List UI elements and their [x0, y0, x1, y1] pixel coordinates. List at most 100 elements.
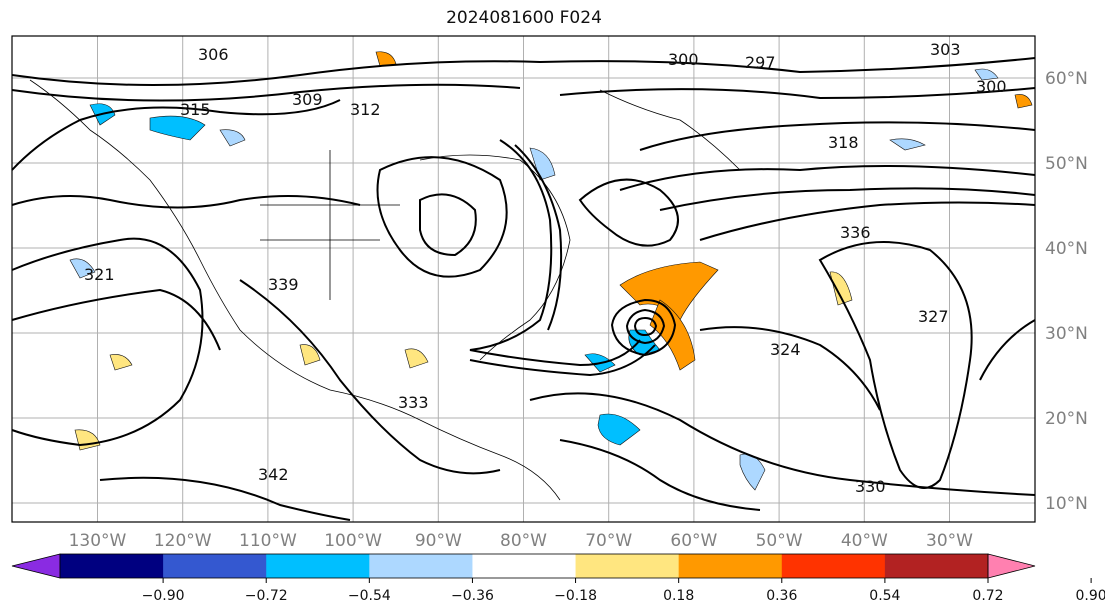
contour-line: [529, 392, 1036, 496]
colorbar-tick-label: 0.54: [869, 588, 900, 604]
colorbar-segment: [884, 554, 989, 578]
colorbar-segment: [472, 554, 577, 578]
contour-line: [419, 193, 477, 257]
contour-line: [699, 201, 1036, 241]
contour-line: [578, 178, 679, 247]
contour-line: [11, 288, 221, 351]
political-boundary: [260, 150, 400, 300]
longitude-label: 40°W: [841, 531, 888, 551]
latitude-label: 30°N: [1045, 324, 1088, 344]
colorbar-extend-low: [11, 553, 61, 579]
negative-anomaly-patch: [597, 413, 641, 446]
map-frame: [11, 35, 1036, 523]
contour-label: 303: [930, 40, 961, 59]
colorbar-segment: [575, 554, 680, 578]
contour-label: 297: [745, 53, 776, 72]
contour-label: 300: [976, 77, 1007, 96]
contour-line: [469, 139, 641, 367]
negative-anomaly-patch: [69, 258, 96, 279]
coastline: [29, 79, 561, 501]
negative-anomaly-patch: [529, 147, 556, 181]
longitude-label: 90°W: [415, 531, 462, 551]
contour-line: [699, 326, 881, 411]
contour-label: 339: [268, 275, 299, 294]
contour-line: [11, 83, 521, 102]
contour-label: 309: [292, 90, 323, 109]
graticule-grid: [12, 36, 1035, 522]
negative-anomaly-patch: [974, 68, 999, 81]
contour-line: [610, 298, 677, 357]
colorbar-segment: [369, 554, 473, 578]
contour-label: 333: [398, 393, 429, 412]
positive-anomaly-patch: [109, 354, 133, 371]
contour-line: [514, 144, 563, 331]
positive-anomaly-patch: [829, 271, 853, 306]
colorbar-segment: [163, 554, 267, 578]
contour-line: [11, 195, 361, 209]
positive-anomaly-patch: [404, 348, 429, 369]
contour-line: [11, 99, 341, 171]
colorbar-tick-label: −0.54: [348, 588, 391, 604]
coastline: [599, 89, 741, 171]
longitude-label: 60°W: [670, 531, 717, 551]
colorbar-tick-label: −0.90: [142, 588, 185, 604]
longitude-label: 30°W: [926, 531, 973, 551]
contour-label: 327: [918, 307, 949, 326]
contour-line: [99, 476, 351, 521]
contour-line: [979, 319, 1036, 381]
contour-label: 336: [840, 223, 871, 242]
latitude-label: 60°N: [1045, 69, 1088, 89]
contour-line: [818, 241, 973, 489]
negative-anomaly-patch: [149, 115, 206, 141]
contour-line: [469, 344, 656, 377]
contour-label: 315: [180, 100, 211, 119]
longitude-label: 120°W: [154, 531, 212, 551]
colorbar-tick-label: −0.72: [245, 588, 288, 604]
longitude-label: 130°W: [69, 531, 127, 551]
latitude-label: 20°N: [1045, 409, 1088, 429]
contour-labels: 306 300 297 303 300 309 312 315 318 321 …: [84, 40, 1007, 496]
colorbar-segment: [781, 554, 886, 578]
colorbar-tick-label: 0.72: [972, 588, 1003, 604]
negative-anomaly-patch: [889, 138, 926, 151]
colorbar: −0.90 −0.72 −0.54 −0.36 −0.18 0.18 0.36 0.54 0.7…: [11, 553, 1105, 604]
longitude-label: 70°W: [585, 531, 632, 551]
contour-label: 312: [350, 100, 381, 119]
latitude-label: 50°N: [1045, 154, 1088, 174]
contour-label: 300: [668, 50, 699, 69]
contour-line: [376, 156, 508, 278]
contour-label: 306: [198, 45, 229, 64]
contour-line: [633, 316, 658, 337]
latitude-label: 10°N: [1045, 494, 1088, 514]
coastline: [419, 154, 571, 361]
contour-line: [625, 308, 666, 345]
colorbar-segment: [678, 554, 783, 578]
colorbar-segment: [60, 554, 164, 578]
contour-label: 324: [770, 340, 801, 359]
latitude-label: 40°N: [1045, 239, 1088, 259]
contour-label: 318: [828, 133, 859, 152]
colorbar-tick-label: −0.18: [554, 588, 597, 604]
longitude-label: 100°W: [324, 531, 382, 551]
contour-line: [11, 237, 204, 447]
longitude-label: 110°W: [239, 531, 297, 551]
contour-line: [619, 165, 1036, 191]
colorbar-extend-high: [987, 553, 1036, 579]
contour-line: [639, 121, 1036, 151]
longitude-label: 80°W: [500, 531, 547, 551]
contour-line: [11, 57, 1036, 86]
contour-line: [559, 87, 1036, 100]
colorbar-segment: [266, 554, 370, 578]
contour-lines: [11, 57, 1036, 521]
contour-label: 342: [258, 465, 289, 484]
positive-anomaly-patch: [1014, 94, 1033, 109]
contour-label: 330: [855, 477, 886, 496]
contour-line: [239, 279, 501, 475]
colorbar-tick-label: 0.90: [1076, 588, 1105, 604]
map-title: 2024081600 F024: [446, 8, 602, 28]
positive-anomaly-patch: [299, 344, 321, 366]
latitude-labels: 60°N 50°N 40°N 30°N 20°N 10°N: [1045, 69, 1088, 514]
contour-line: [659, 187, 1036, 211]
colorbar-tick-label: −0.36: [451, 588, 494, 604]
